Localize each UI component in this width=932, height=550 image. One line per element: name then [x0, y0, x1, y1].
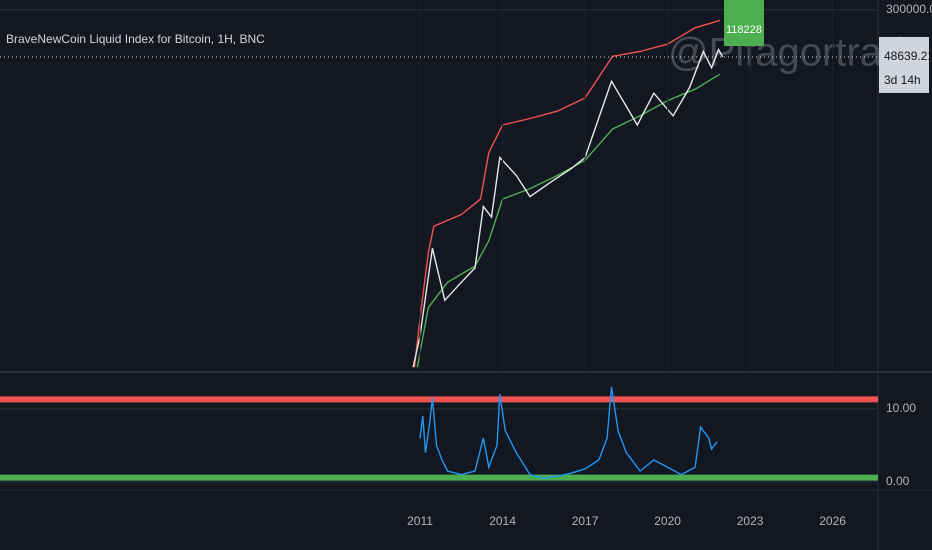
series-line [419, 386, 718, 480]
x-tick-label: 2026 [819, 514, 846, 528]
chart-title: BraveNewCoin Liquid Index for Bitcoin, 1… [6, 32, 265, 46]
x-tick-label: 2023 [737, 514, 764, 528]
x-tick-label: 2014 [489, 514, 516, 528]
price-label: 118228 [726, 24, 762, 36]
price-label-box [879, 36, 929, 93]
y-tick-label: 300000.00 [886, 2, 932, 16]
x-tick-label: 2011 [407, 514, 433, 528]
price-label-box [724, 0, 764, 46]
y-tick-label: 10.00 [886, 401, 916, 415]
x-tick-label: 2017 [572, 514, 599, 528]
countdown: 3d 14h [884, 73, 921, 87]
price-label: 48639.21 [884, 49, 932, 63]
symbol-label: BTC [896, 25, 918, 37]
series-line [413, 19, 721, 368]
y-tick-label: 0.00 [886, 474, 910, 488]
x-tick-label: 2020 [654, 514, 681, 528]
series-line [412, 47, 724, 368]
